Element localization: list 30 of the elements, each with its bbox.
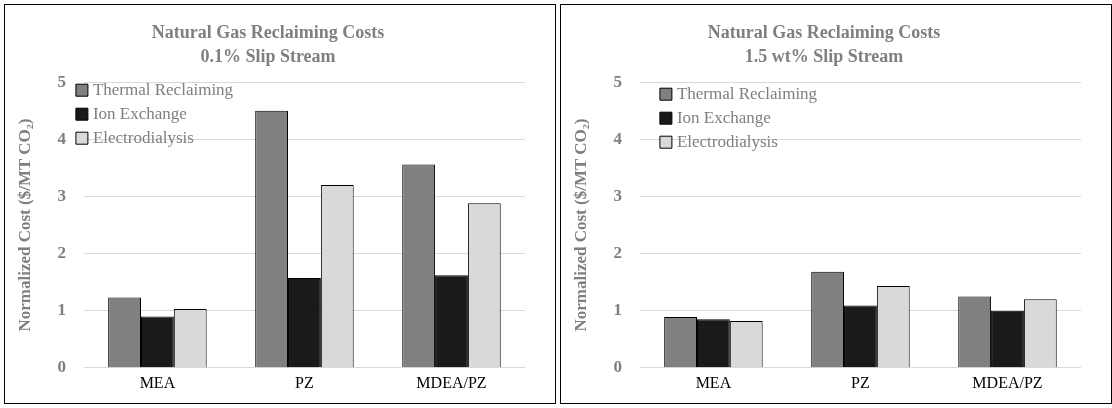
y-tick-label: 0	[57, 357, 66, 377]
legend-label: Thermal Reclaiming	[92, 79, 234, 99]
y-tick-label: 4	[57, 128, 67, 148]
y-tick-label: 1	[57, 300, 66, 320]
chart-subtitle: 1.5 wt% Slip Stream	[744, 46, 904, 67]
y-tick-label: 3	[613, 185, 622, 205]
chart-title: Natural Gas Reclaiming Costs	[151, 22, 385, 43]
y-tick-label: 2	[57, 242, 66, 262]
x-tick-label: MEA	[695, 373, 732, 391]
x-tick-label: PZ	[295, 373, 314, 391]
legend-label: Thermal Reclaiming	[676, 83, 818, 103]
x-tick-label: MDEA/PZ	[972, 373, 1043, 391]
y-tick-label: 2	[613, 242, 622, 262]
y-tick-label: 4	[613, 128, 623, 148]
legend-label: Electrodialysis	[676, 131, 778, 151]
x-tick-label: MDEA/PZ	[416, 373, 487, 391]
legend-label: Ion Exchange	[92, 103, 187, 123]
y-tick-label: 5	[57, 71, 66, 91]
y-tick-label: 5	[613, 71, 622, 91]
y-tick-label: 0	[613, 357, 622, 377]
legend-label: Electrodialysis	[92, 127, 194, 147]
chart-subtitle: 0.1% Slip Stream	[200, 46, 336, 67]
y-tick-label: 3	[57, 185, 66, 205]
x-tick-label: MEA	[139, 373, 176, 391]
legend-label: Ion Exchange	[676, 107, 771, 127]
y-tick-label: 1	[613, 300, 622, 320]
x-tick-label: PZ	[851, 373, 870, 391]
y-axis-title: Normalized Cost ($/MT CO₂)	[570, 118, 590, 332]
chart-title: Natural Gas Reclaiming Costs	[707, 22, 941, 43]
y-axis-title: Normalized Cost ($/MT CO₂)	[14, 118, 34, 332]
